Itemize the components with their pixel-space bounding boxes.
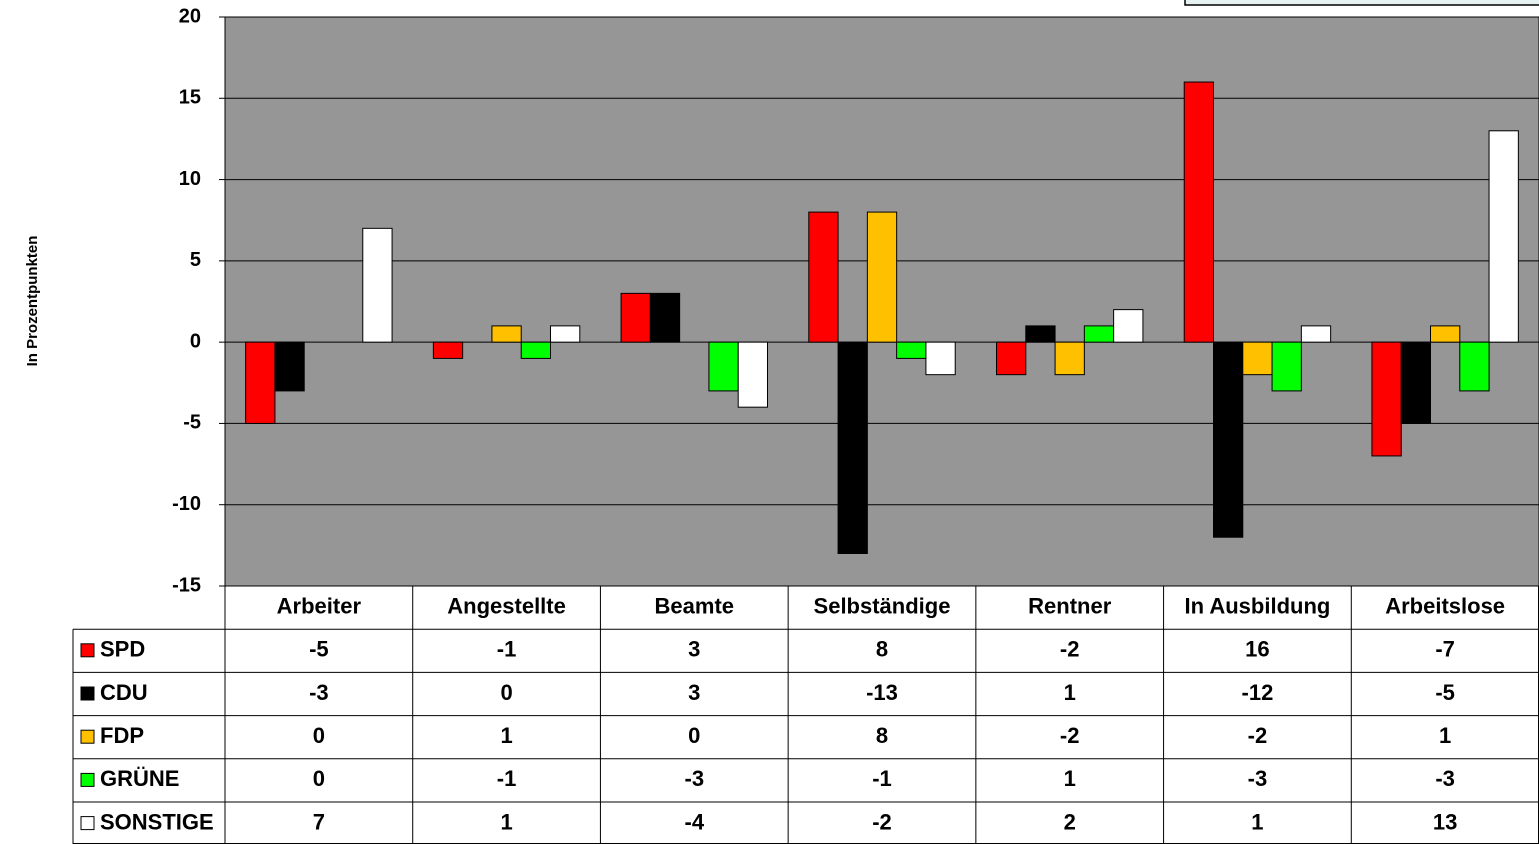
bar bbox=[1371, 341, 1402, 457]
table-value: -12 bbox=[1242, 680, 1274, 705]
bar bbox=[1300, 325, 1332, 343]
bar bbox=[274, 341, 305, 392]
legend-label: SONSTIGE bbox=[100, 809, 214, 834]
table-value: 3 bbox=[688, 680, 700, 705]
table-value: 1 bbox=[1064, 680, 1076, 705]
table-value: -7 bbox=[1435, 637, 1455, 662]
table-value: 3 bbox=[688, 637, 700, 662]
bar bbox=[837, 341, 868, 554]
table-value: 0 bbox=[313, 723, 325, 748]
table-value: -2 bbox=[1060, 637, 1080, 662]
bar bbox=[1400, 341, 1432, 424]
table-value: 16 bbox=[1245, 637, 1269, 662]
legend-key bbox=[80, 643, 95, 658]
table-value: -4 bbox=[685, 809, 705, 834]
table-value: -2 bbox=[1248, 723, 1268, 748]
bar bbox=[1025, 325, 1056, 343]
table-value: 8 bbox=[876, 637, 888, 662]
y-tick-label: 20 bbox=[179, 5, 201, 27]
legend-key bbox=[80, 686, 95, 701]
bar bbox=[996, 341, 1027, 376]
table-value: -5 bbox=[1435, 680, 1455, 705]
table-value: -1 bbox=[497, 766, 517, 791]
table-value: 13 bbox=[1433, 809, 1457, 834]
y-tick-label: -10 bbox=[172, 493, 201, 515]
bar bbox=[1488, 130, 1519, 343]
table-value: 0 bbox=[500, 680, 512, 705]
bar bbox=[520, 341, 551, 359]
bar bbox=[708, 341, 739, 392]
y-tick-label: 5 bbox=[190, 249, 201, 271]
legend-label: GRÜNE bbox=[100, 766, 179, 791]
table-value: -2 bbox=[1060, 723, 1080, 748]
x-tick-label: Selbständige bbox=[814, 593, 951, 618]
legend-label: SPD bbox=[100, 637, 145, 662]
bar bbox=[925, 341, 956, 376]
table-value: 1 bbox=[1251, 809, 1263, 834]
bar bbox=[737, 341, 768, 408]
bar bbox=[896, 341, 927, 359]
bar bbox=[1430, 325, 1461, 343]
table-value: 7 bbox=[313, 809, 325, 834]
legend-key bbox=[80, 772, 95, 787]
table-value: -3 bbox=[1435, 766, 1455, 791]
bar bbox=[1054, 341, 1085, 376]
table-value: 1 bbox=[500, 723, 512, 748]
bar bbox=[1213, 341, 1244, 538]
bar bbox=[1183, 81, 1215, 343]
legend-key bbox=[80, 816, 95, 831]
bar bbox=[491, 325, 522, 343]
table-value: -1 bbox=[872, 766, 892, 791]
bar bbox=[549, 325, 581, 343]
y-tick-label: -5 bbox=[183, 412, 201, 434]
x-tick-label: Rentner bbox=[1028, 593, 1112, 618]
bar bbox=[1242, 341, 1273, 376]
table-value: -3 bbox=[1248, 766, 1268, 791]
y-tick-label: 10 bbox=[179, 168, 201, 190]
table-value: 0 bbox=[313, 766, 325, 791]
bar bbox=[1113, 309, 1144, 343]
table-value: 1 bbox=[500, 809, 512, 834]
x-tick-label: Beamte bbox=[655, 593, 734, 618]
bar bbox=[866, 211, 898, 343]
bar bbox=[620, 292, 651, 343]
x-tick-label: Arbeitslose bbox=[1385, 593, 1505, 618]
bar bbox=[432, 341, 464, 359]
bar bbox=[1271, 341, 1302, 392]
bar bbox=[1459, 341, 1490, 392]
table-value: 1 bbox=[1439, 723, 1451, 748]
table-value: -2 bbox=[872, 809, 892, 834]
table-value: -13 bbox=[866, 680, 898, 705]
table-value: -3 bbox=[685, 766, 705, 791]
y-axis-label: In Prozentpunkten bbox=[24, 236, 41, 367]
table-value: 8 bbox=[876, 723, 888, 748]
x-tick-label: Angestellte bbox=[447, 593, 566, 618]
legend-label: FDP bbox=[100, 723, 144, 748]
x-tick-label: Arbeiter bbox=[277, 593, 362, 618]
table-value: -5 bbox=[309, 637, 329, 662]
table-value: 1 bbox=[1064, 766, 1076, 791]
bar bbox=[649, 292, 681, 343]
table-value: 0 bbox=[688, 723, 700, 748]
legend-key bbox=[80, 729, 95, 744]
bar bbox=[245, 341, 276, 424]
bar bbox=[1083, 325, 1115, 343]
y-tick-label: 15 bbox=[179, 87, 201, 109]
x-tick-label: In Ausbildung bbox=[1185, 593, 1331, 618]
table-value: -3 bbox=[309, 680, 329, 705]
legend-box-edge bbox=[1184, 0, 1539, 6]
table-value: 2 bbox=[1064, 809, 1076, 834]
y-tick-label: 0 bbox=[190, 330, 201, 352]
table-value: -1 bbox=[497, 637, 517, 662]
bar bbox=[808, 211, 839, 343]
y-tick-label: -15 bbox=[172, 574, 201, 596]
legend-label: CDU bbox=[100, 680, 148, 705]
bar bbox=[362, 227, 393, 343]
